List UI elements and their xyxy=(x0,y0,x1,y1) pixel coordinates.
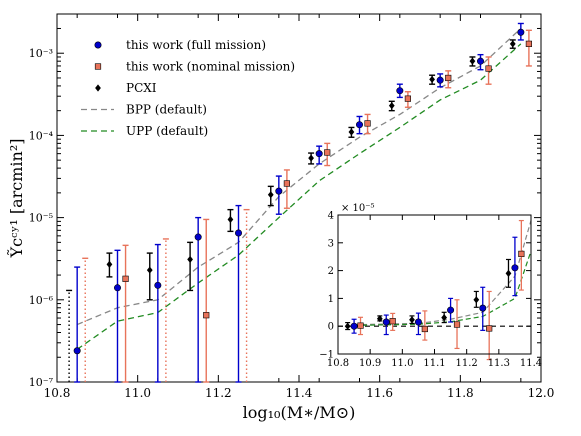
legend-label: BPP (default) xyxy=(126,103,207,117)
y-tick-label: 10⁻⁶ xyxy=(29,294,54,307)
legend-marker xyxy=(94,63,102,70)
data-point xyxy=(404,95,412,102)
y-tick-label: 10⁻³ xyxy=(29,47,53,60)
inset-x-tick-label: 11.4 xyxy=(520,358,542,369)
x-axis-label: log₁₀(M∗/M⊙) xyxy=(243,403,356,422)
data-point xyxy=(227,215,234,224)
inset-data-point xyxy=(382,318,390,326)
data-point xyxy=(485,65,492,72)
inset-x-tick-label: 10.8 xyxy=(327,358,349,369)
legend-marker xyxy=(94,41,102,49)
legend-label: this work (nominal mission) xyxy=(126,60,295,74)
legend: this work (full mission) this work (nomin… xyxy=(81,38,295,138)
data-point xyxy=(509,40,516,48)
inset-data-point xyxy=(473,296,480,304)
inset-x-tick-label: 11.3 xyxy=(488,358,510,369)
data-point xyxy=(203,312,210,319)
inset-data-point xyxy=(479,304,487,312)
data-point xyxy=(429,75,435,84)
main-series-layer xyxy=(66,22,532,383)
data-point xyxy=(348,128,355,136)
data-point xyxy=(445,74,452,82)
inset-data-point xyxy=(421,325,428,333)
y-tick-label: 10⁻⁷ xyxy=(29,376,54,389)
legend-label: UPP (default) xyxy=(126,124,208,138)
data-point xyxy=(275,187,283,195)
model-line xyxy=(76,27,522,326)
data-point xyxy=(324,149,331,156)
data-point xyxy=(315,150,323,158)
x-tick-label: 12.0 xyxy=(528,386,555,400)
legend-marker xyxy=(95,84,101,92)
inset-data-point xyxy=(505,269,512,277)
inset-y-tick-label: 0 xyxy=(328,322,334,333)
data-point xyxy=(154,281,162,289)
data-point xyxy=(73,347,81,355)
inset-plot: 10.8 10.9 11.0 11.1 11.2 11.3 11.4 −1 0 1 2 3 4 × 10… xyxy=(319,203,542,369)
inset-data-point xyxy=(453,321,461,328)
inset-x-tick-label: 11.1 xyxy=(423,358,445,369)
inset-data-point xyxy=(447,306,455,314)
data-point xyxy=(355,121,363,129)
inset-x-tick-label: 10.9 xyxy=(359,358,381,369)
data-point xyxy=(122,275,129,282)
inset-y-tick-label: 2 xyxy=(328,266,334,277)
data-point xyxy=(525,40,532,47)
data-point xyxy=(187,255,193,264)
data-point xyxy=(308,154,314,162)
data-point xyxy=(114,284,122,292)
model-line xyxy=(76,43,522,350)
inset-data-point xyxy=(518,250,525,258)
inset-data-point xyxy=(357,322,364,329)
x-tick-label: 11.4 xyxy=(286,386,313,400)
x-tick-label: 11.6 xyxy=(366,386,393,400)
inset-y-tick-label: 3 xyxy=(328,238,334,249)
main-axis-ticks: 10.8 11.0 11.2 11.4 11.6 11.8 12.0 10⁻⁷ 10⁻⁶ 10⁻⁵… xyxy=(29,13,555,400)
legend-label: this work (full mission) xyxy=(126,38,266,52)
data-point xyxy=(283,180,291,187)
inset-data-point xyxy=(441,313,448,322)
y-axis-label: Ỹcᶜʸ¹ [arcmin²] xyxy=(6,139,26,259)
data-point xyxy=(469,57,476,65)
y-tick-label: 10⁻⁴ xyxy=(29,129,54,142)
main-plot: 10.8 11.0 11.2 11.4 11.6 11.8 12.0 10⁻⁷ 10⁻⁶ 10⁻⁵… xyxy=(6,13,555,422)
data-point xyxy=(436,76,444,84)
inset-x-tick-label: 11.0 xyxy=(391,358,413,369)
x-tick-label: 11.0 xyxy=(124,386,151,400)
inset-y-tick-label: −1 xyxy=(319,350,334,361)
inset-y-tick-label: 4 xyxy=(328,211,334,222)
inset-background xyxy=(338,215,531,354)
data-point xyxy=(476,57,484,65)
x-tick-label: 11.2 xyxy=(205,386,232,400)
inset-y-multiplier: × 10⁻⁵ xyxy=(341,203,375,214)
inset-series-layer xyxy=(338,219,532,361)
inset-data-point xyxy=(350,322,358,330)
data-point xyxy=(194,233,202,241)
inset-data-point xyxy=(486,325,493,332)
inset-data-point xyxy=(389,318,396,325)
inset-axis-ticks: 10.8 10.9 11.0 11.1 11.2 11.3 11.4 −1 0 1 2 3 4 xyxy=(319,211,542,370)
x-tick-label: 11.8 xyxy=(447,386,474,400)
data-point xyxy=(106,260,113,268)
legend-label: PCXI xyxy=(126,81,157,95)
data-point xyxy=(396,87,404,95)
y-tick-label: 10⁻⁵ xyxy=(29,212,53,225)
inset-data-point xyxy=(376,315,383,323)
data-point xyxy=(517,28,525,36)
data-point xyxy=(146,266,153,274)
data-point xyxy=(364,120,371,127)
data-point xyxy=(235,229,243,237)
inset-y-tick-label: 1 xyxy=(328,294,334,305)
data-point xyxy=(267,191,274,199)
x-tick-label: 10.8 xyxy=(44,386,71,400)
data-point xyxy=(388,102,395,110)
inset-data-point xyxy=(511,264,519,272)
inset-data-point xyxy=(414,318,422,326)
inset-x-tick-label: 11.2 xyxy=(456,358,478,369)
inset-data-point xyxy=(409,316,415,324)
inset-data-point xyxy=(344,322,351,330)
